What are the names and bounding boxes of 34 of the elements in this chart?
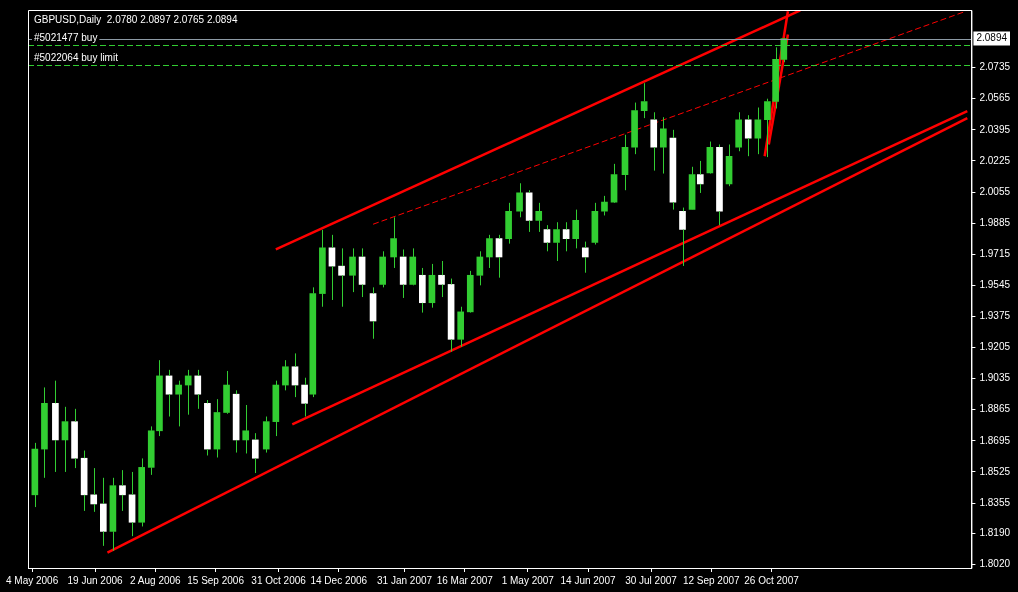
y-tick-label: 1.8865 [979,403,1011,415]
y-tick-label: 2.0565 [979,92,1011,104]
x-tick-label: 19 Jun 2006 [67,574,124,586]
x-tick-label: 26 Oct 2007 [744,574,800,586]
x-tick-label: 16 Mar 2007 [436,574,494,586]
y-tick-label: 2.0395 [979,123,1011,135]
y-tick-label: 1.9375 [979,310,1011,322]
x-tick-label: 30 Jul 2007 [625,574,678,586]
x-tick-label: 31 Oct 2006 [251,574,307,586]
y-tick-label: 1.8355 [979,496,1011,508]
x-tick-label: 14 Jun 2007 [560,574,616,586]
y-tick-label: 1.8020 [979,558,1011,570]
x-tick-label: 15 Sep 2006 [187,574,245,586]
y-tick-label: 1.9205 [979,341,1011,353]
ref-line-label: 2.0894 [976,32,1008,44]
y-tick-label: 1.8525 [979,465,1011,477]
y-tick-label: 1.8695 [979,434,1011,446]
y-tick-label: 2.0225 [979,154,1011,166]
y-tick-label: 2.0735 [979,61,1011,73]
x-tick-label: 1 May 2007 [501,574,555,586]
chart-title: GBPUSD,Daily 2.0780 2.0897 2.0765 2.0894 [34,13,238,25]
ref-line-label: #5021477 buy [34,32,98,44]
x-tick-label: 14 Dec 2006 [310,574,368,586]
y-tick-label: 1.9885 [979,216,1011,228]
x-tick-label: 4 May 2006 [5,574,59,586]
y-tick-label: 1.9545 [979,279,1011,291]
y-tick-label: 1.8190 [979,526,1011,538]
x-tick-label: 12 Sep 2007 [682,574,741,586]
y-tick-label: 1.9715 [979,247,1011,259]
x-tick-label: 2 Aug 2006 [130,574,182,586]
y-tick-label: 1.9035 [979,372,1011,384]
y-tick-label: 2.0055 [979,185,1011,197]
ref-line-label: #5022064 buy limit [34,52,119,64]
x-tick-label: 31 Jan 2007 [377,574,433,586]
